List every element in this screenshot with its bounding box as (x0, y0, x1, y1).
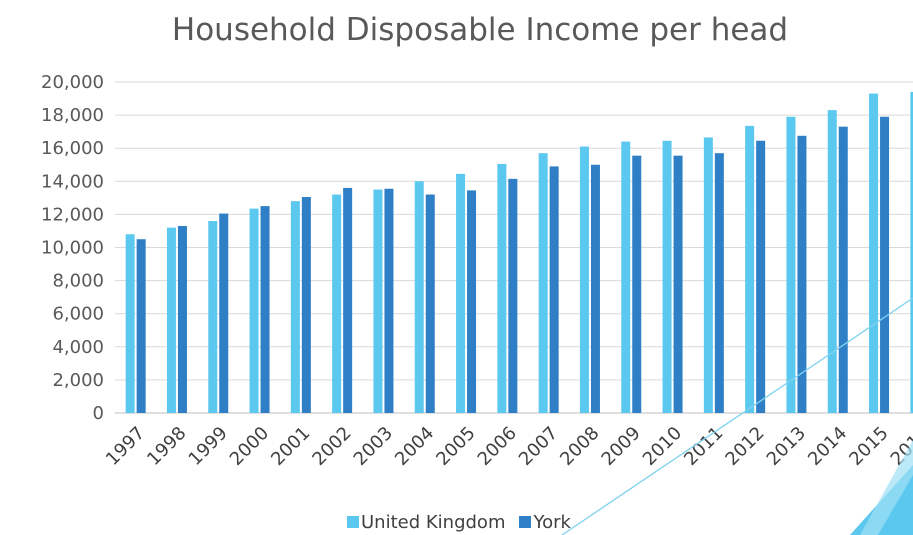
decorative-corner-triangle-light (860, 440, 913, 535)
bar-york-2013 (797, 135, 807, 413)
bars (125, 91, 913, 414)
x-tick-label: 2001 (267, 423, 314, 470)
bar-uk-2003 (373, 189, 383, 413)
bar-york-2007 (549, 166, 559, 413)
bar-uk-2014 (827, 110, 837, 413)
x-tick-label: 2014 (804, 423, 851, 470)
y-tick-label: 16,000 (41, 138, 104, 159)
y-tick-label: 12,000 (41, 204, 104, 225)
legend: United Kingdom York (347, 510, 571, 534)
bar-york-2008 (590, 164, 600, 413)
x-tick-label: 1998 (143, 423, 190, 470)
x-tick-label: 2009 (598, 423, 645, 470)
bar-uk-2010 (662, 140, 672, 413)
bar-uk-1997 (125, 234, 135, 413)
bar-uk-2008 (579, 146, 589, 414)
bar-york-2014 (838, 126, 848, 413)
bar-uk-1999 (208, 221, 218, 413)
bar-york-1999 (219, 213, 229, 413)
bar-york-1997 (136, 239, 146, 413)
decorative-diagonal-line (561, 297, 913, 535)
bar-york-2005 (467, 190, 477, 413)
bar-uk-2015 (869, 93, 879, 414)
chart-title: Household Disposable Income per head (171, 12, 789, 48)
bar-york-2012 (756, 140, 766, 413)
bar-uk-2002 (332, 194, 342, 413)
y-tick-label: 20,000 (41, 72, 104, 93)
x-tick-label: 1997 (102, 423, 149, 470)
x-tick-label: 1999 (185, 423, 232, 470)
bar-uk-2004 (414, 181, 424, 413)
y-tick-label: 18,000 (41, 105, 104, 126)
x-tick-label: 2005 (432, 423, 479, 470)
y-tick-label: 4,000 (52, 337, 104, 358)
y-tick-label: 10,000 (41, 238, 104, 259)
x-tick-label: 2003 (350, 423, 397, 470)
bar-uk-2006 (497, 163, 507, 413)
bar-uk-2007 (538, 153, 548, 414)
bar-york-2004 (425, 194, 435, 413)
legend-label-york: York (533, 511, 571, 533)
y-tick-label: 0 (93, 403, 104, 424)
bar-york-2009 (632, 155, 642, 413)
legend-label-uk: United Kingdom (361, 511, 506, 533)
bar-uk-2001 (290, 201, 300, 413)
y-tick-label: 2,000 (52, 370, 104, 391)
x-tick-label: 2000 (226, 423, 273, 470)
legend-swatch-uk (347, 516, 359, 528)
y-tick-label: 8,000 (52, 271, 104, 292)
x-tick-label: 2007 (515, 423, 562, 470)
x-tick-label: 2013 (763, 423, 810, 470)
decoration (561, 297, 913, 535)
bar-uk-2016 (910, 91, 913, 414)
bar-york-2000 (260, 206, 270, 413)
bar-uk-2000 (249, 208, 259, 413)
bar-uk-2011 (703, 137, 713, 413)
legend-swatch-york (519, 516, 532, 528)
x-tick-label: 2002 (308, 423, 355, 470)
x-axis-ticks: 1997199819992000200120022003200420052006… (102, 423, 913, 470)
legend-item-york: York (519, 511, 571, 533)
bar-york-2001 (301, 197, 311, 413)
x-tick-label: 2010 (639, 423, 686, 470)
bar-york-2011 (714, 153, 724, 414)
bar-york-2015 (880, 116, 890, 413)
x-tick-label: 2015 (845, 423, 892, 470)
y-tick-label: 14,000 (41, 171, 104, 192)
bar-york-2003 (384, 188, 394, 413)
bar-york-2006 (508, 178, 518, 413)
bar-uk-2013 (786, 116, 796, 413)
bar-uk-2005 (456, 173, 466, 413)
x-tick-label: 2006 (474, 423, 521, 470)
y-tick-label: 6,000 (52, 304, 104, 325)
x-tick-label: 2011 (680, 423, 727, 470)
bar-york-1998 (177, 225, 187, 413)
x-tick-label: 2004 (391, 423, 438, 470)
x-tick-label: 2008 (556, 423, 603, 470)
y-axis-ticks: 0 2,000 4,000 6,000 8,000 10,000 12,000 14,000 1… (41, 72, 104, 424)
bar-uk-1998 (166, 227, 176, 413)
bar-uk-2009 (621, 141, 631, 413)
bar-york-2010 (673, 155, 683, 413)
x-tick-label: 2012 (721, 423, 768, 470)
bar-uk-2012 (745, 125, 755, 414)
bar-york-2002 (343, 187, 353, 413)
legend-item-uk: United Kingdom (347, 512, 505, 533)
